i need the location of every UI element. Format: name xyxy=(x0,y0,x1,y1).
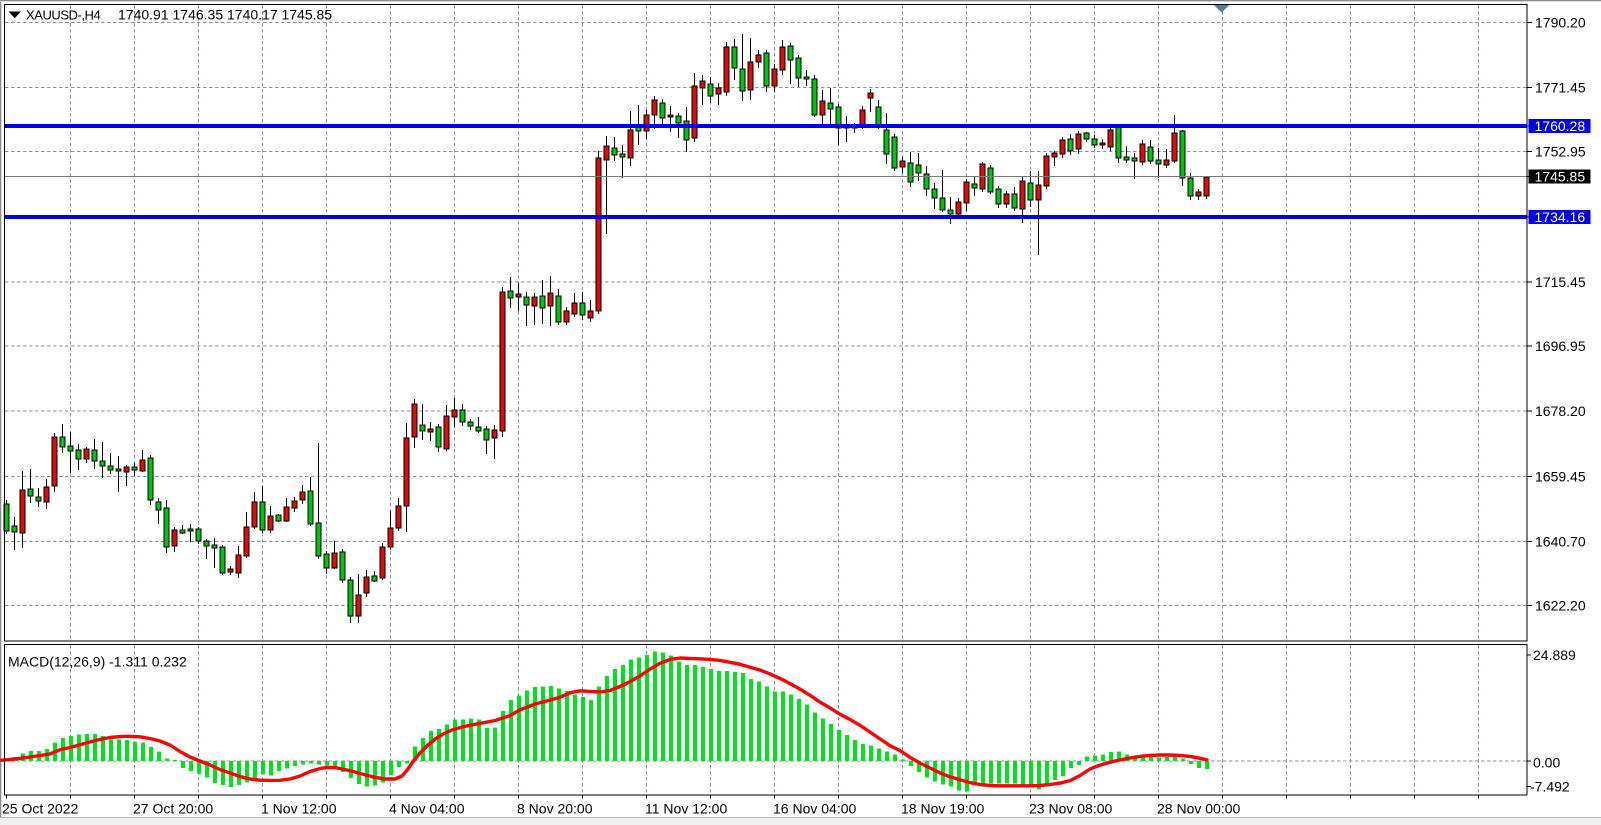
svg-text:1790.20: 1790.20 xyxy=(1535,14,1586,30)
svg-text:1659.45: 1659.45 xyxy=(1535,468,1586,484)
svg-text:25 Oct 2022: 25 Oct 2022 xyxy=(2,801,78,817)
svg-text:XAUUSD-,H4: XAUUSD-,H4 xyxy=(26,8,100,23)
svg-text:27 Oct 20:00: 27 Oct 20:00 xyxy=(133,801,213,817)
svg-text:23 Nov 08:00: 23 Nov 08:00 xyxy=(1029,801,1112,817)
svg-text:11 Nov 12:00: 11 Nov 12:00 xyxy=(645,801,727,817)
svg-text:24.889: 24.889 xyxy=(1533,647,1576,663)
svg-text:1740.91 1746.35 1740.17 1745.8: 1740.91 1746.35 1740.17 1745.85 xyxy=(118,7,332,23)
svg-text:1745.85: 1745.85 xyxy=(1535,168,1586,184)
svg-text:MACD(12,26,9) -1.311 0.232: MACD(12,26,9) -1.311 0.232 xyxy=(8,654,187,670)
svg-text:8 Nov 20:00: 8 Nov 20:00 xyxy=(517,801,593,817)
svg-text:1 Nov 12:00: 1 Nov 12:00 xyxy=(261,801,337,817)
svg-text:0.00: 0.00 xyxy=(1533,755,1560,771)
svg-text:1678.20: 1678.20 xyxy=(1535,403,1586,419)
svg-text:1771.45: 1771.45 xyxy=(1535,79,1586,95)
svg-text:28 Nov 00:00: 28 Nov 00:00 xyxy=(1157,801,1240,817)
svg-text:1640.70: 1640.70 xyxy=(1535,533,1586,549)
svg-text:16 Nov 04:00: 16 Nov 04:00 xyxy=(773,801,856,817)
svg-text:18 Nov 19:00: 18 Nov 19:00 xyxy=(901,801,984,817)
svg-text:4 Nov 04:00: 4 Nov 04:00 xyxy=(389,801,465,817)
svg-text:1760.28: 1760.28 xyxy=(1535,118,1586,134)
svg-text:1622.20: 1622.20 xyxy=(1535,598,1586,614)
svg-text:1734.16: 1734.16 xyxy=(1535,209,1586,225)
svg-text:1715.45: 1715.45 xyxy=(1535,274,1586,290)
svg-text:-7.492: -7.492 xyxy=(1530,778,1570,794)
svg-text:1752.95: 1752.95 xyxy=(1535,144,1586,160)
svg-text:1696.95: 1696.95 xyxy=(1535,338,1586,354)
